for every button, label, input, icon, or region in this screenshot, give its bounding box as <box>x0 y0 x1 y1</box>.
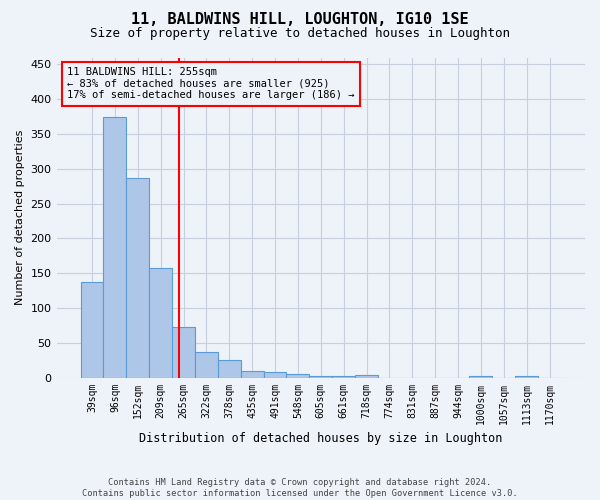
Bar <box>80 282 103 378</box>
Text: Size of property relative to detached houses in Loughton: Size of property relative to detached ho… <box>90 28 510 40</box>
Y-axis label: Number of detached properties: Number of detached properties <box>15 130 25 306</box>
Bar <box>355 375 378 378</box>
Bar <box>241 370 263 378</box>
Text: 11 BALDWINS HILL: 255sqm
← 83% of detached houses are smaller (925)
17% of semi-: 11 BALDWINS HILL: 255sqm ← 83% of detach… <box>67 67 355 100</box>
Bar <box>127 178 149 378</box>
Text: Contains HM Land Registry data © Crown copyright and database right 2024.
Contai: Contains HM Land Registry data © Crown c… <box>82 478 518 498</box>
Bar <box>332 376 355 378</box>
Bar <box>286 374 310 378</box>
Bar <box>218 360 241 378</box>
Bar <box>195 352 218 378</box>
Bar <box>172 327 195 378</box>
Bar <box>149 268 172 378</box>
Bar <box>310 376 332 378</box>
Bar <box>103 116 127 378</box>
Bar <box>469 376 493 378</box>
Bar <box>515 376 538 378</box>
X-axis label: Distribution of detached houses by size in Loughton: Distribution of detached houses by size … <box>139 432 502 445</box>
Text: 11, BALDWINS HILL, LOUGHTON, IG10 1SE: 11, BALDWINS HILL, LOUGHTON, IG10 1SE <box>131 12 469 28</box>
Bar <box>263 372 286 378</box>
